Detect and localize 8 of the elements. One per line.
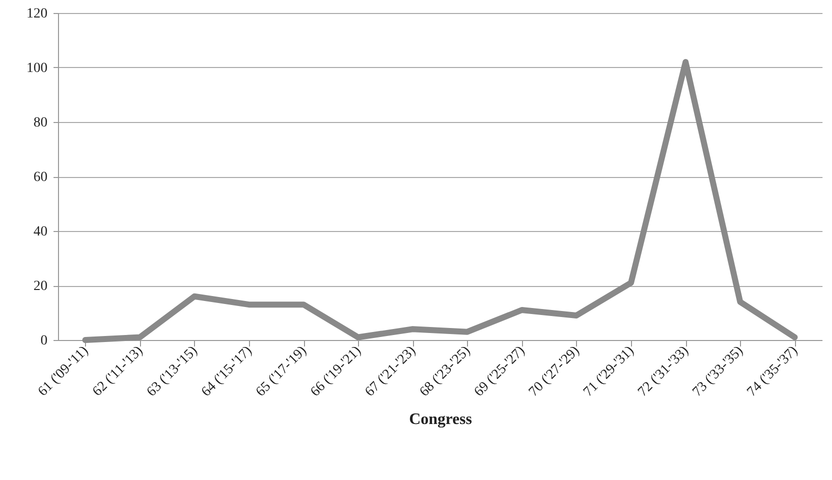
y-tick-label: 40 [34, 224, 48, 240]
y-tick-label: 100 [26, 61, 48, 76]
y-tick-label: 20 [34, 279, 48, 294]
y-tick-label: 0 [40, 334, 48, 348]
y-tick-label: 60 [34, 170, 48, 185]
y-tick-label: 120 [26, 6, 48, 22]
x-axis-title: Congress [409, 411, 472, 428]
y-tick-label: 80 [34, 116, 48, 130]
